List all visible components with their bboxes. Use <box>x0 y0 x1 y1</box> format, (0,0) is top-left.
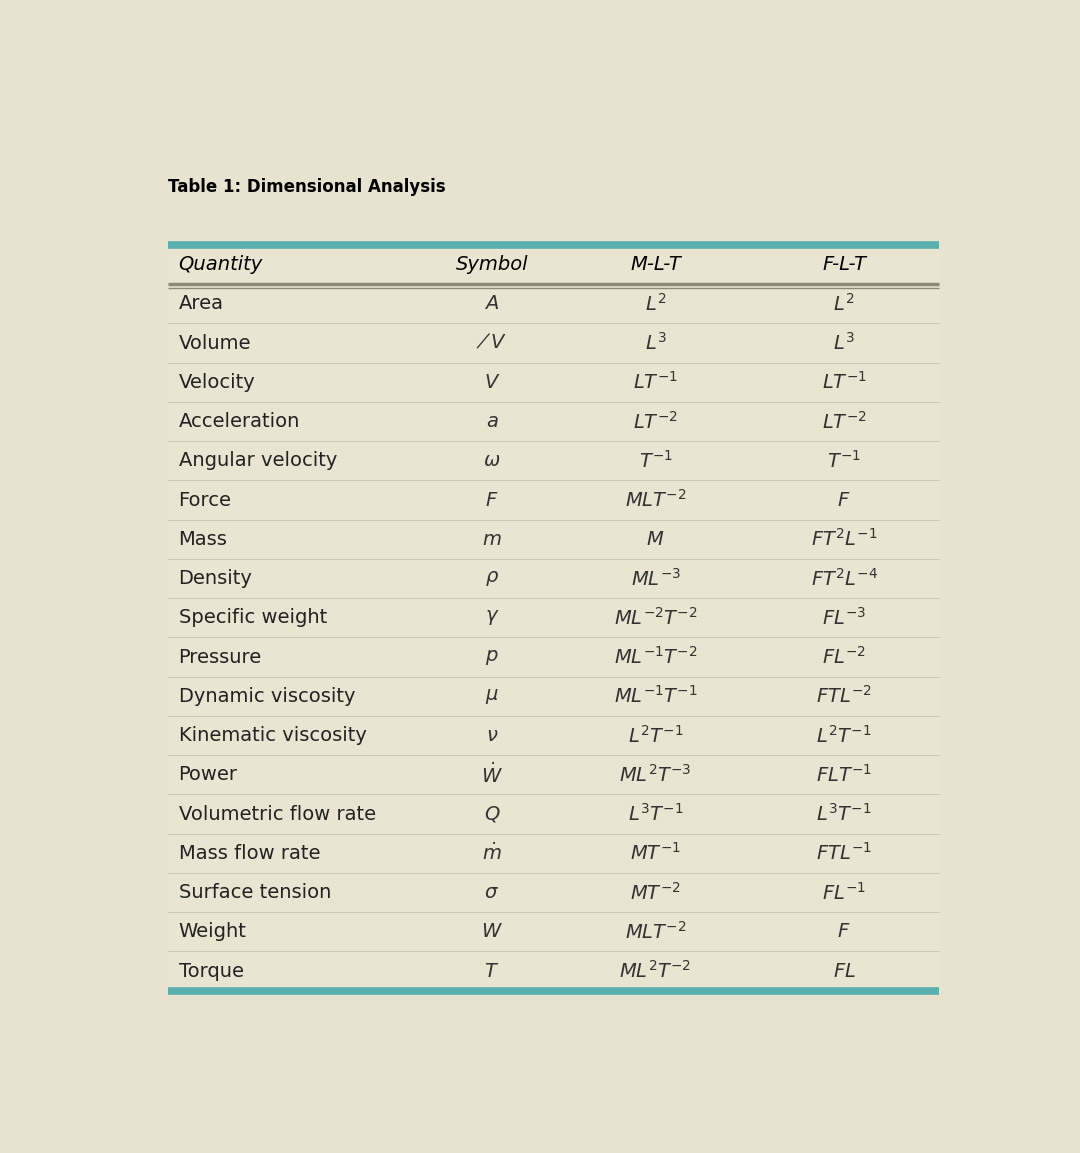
Text: Symbol: Symbol <box>456 255 528 274</box>
Text: $\sigma$: $\sigma$ <box>485 883 499 902</box>
Text: $T^{-1}$: $T^{-1}$ <box>638 450 673 472</box>
Text: $FTL^{-1}$: $FTL^{-1}$ <box>816 843 873 865</box>
Text: $ML^2T^{-2}$: $ML^2T^{-2}$ <box>620 960 691 982</box>
Text: $FL$: $FL$ <box>833 962 855 980</box>
Text: Torque: Torque <box>178 962 243 980</box>
Text: $\rho$: $\rho$ <box>485 570 499 588</box>
Text: $FL^{-1}$: $FL^{-1}$ <box>822 882 866 904</box>
Text: Surface tension: Surface tension <box>178 883 330 902</box>
Text: Specific weight: Specific weight <box>178 609 327 627</box>
Text: $a$: $a$ <box>486 412 498 431</box>
Text: $F$: $F$ <box>485 490 499 510</box>
Text: $ML^{-2}T^{-2}$: $ML^{-2}T^{-2}$ <box>613 606 698 628</box>
Text: $Q$: $Q$ <box>484 804 500 824</box>
Text: Density: Density <box>178 570 253 588</box>
Text: $L^3T^{-1}$: $L^3T^{-1}$ <box>627 804 684 826</box>
Text: $L^2T^{-1}$: $L^2T^{-1}$ <box>816 724 872 746</box>
Text: $M$: $M$ <box>647 529 664 549</box>
Text: $LT^{-1}$: $LT^{-1}$ <box>633 371 678 393</box>
Text: $FT^2L^{-1}$: $FT^2L^{-1}$ <box>811 528 878 550</box>
Text: $ML^2T^{-3}$: $ML^2T^{-3}$ <box>619 763 692 785</box>
Text: $\mu$: $\mu$ <box>485 687 499 706</box>
Text: $L^2$: $L^2$ <box>645 293 666 315</box>
Text: $F$: $F$ <box>837 922 851 941</box>
Text: Force: Force <box>178 490 231 510</box>
Text: $MLT^{-2}$: $MLT^{-2}$ <box>624 921 686 943</box>
Text: Pressure: Pressure <box>178 648 261 666</box>
Text: Volumetric flow rate: Volumetric flow rate <box>178 805 376 823</box>
Text: Quantity: Quantity <box>178 255 262 274</box>
Text: $MLT^{-2}$: $MLT^{-2}$ <box>624 489 686 511</box>
Text: $FL^{-3}$: $FL^{-3}$ <box>822 606 866 628</box>
Text: Angular velocity: Angular velocity <box>178 451 337 470</box>
Text: $ML^{-1}T^{-1}$: $ML^{-1}T^{-1}$ <box>613 685 698 707</box>
Text: $L^2T^{-1}$: $L^2T^{-1}$ <box>627 724 684 746</box>
Text: $L^3T^{-1}$: $L^3T^{-1}$ <box>816 804 872 826</box>
Text: F-L-T: F-L-T <box>822 255 866 274</box>
Text: $LT^{-2}$: $LT^{-2}$ <box>633 410 678 432</box>
Text: Mass: Mass <box>178 529 228 549</box>
Text: Acceleration: Acceleration <box>178 412 300 431</box>
Text: $\dot{W}$: $\dot{W}$ <box>481 762 503 787</box>
Text: $ML^{-3}$: $ML^{-3}$ <box>631 567 680 589</box>
Text: $L^3$: $L^3$ <box>645 332 666 354</box>
Text: $F$: $F$ <box>837 490 851 510</box>
Text: M-L-T: M-L-T <box>630 255 680 274</box>
Text: Area: Area <box>178 294 224 314</box>
Text: $p$: $p$ <box>485 648 499 666</box>
Text: Kinematic viscosity: Kinematic viscosity <box>178 726 366 745</box>
Text: $L^2$: $L^2$ <box>834 293 855 315</box>
Text: Dynamic viscosity: Dynamic viscosity <box>178 687 355 706</box>
Text: $LT^{-2}$: $LT^{-2}$ <box>822 410 866 432</box>
Text: Power: Power <box>178 766 238 784</box>
Text: $FTL^{-2}$: $FTL^{-2}$ <box>816 685 873 707</box>
Text: $FL^{-2}$: $FL^{-2}$ <box>822 646 866 668</box>
Text: $\dot{m}$: $\dot{m}$ <box>482 843 502 864</box>
Text: $\not{V}$: $\not{V}$ <box>476 333 508 353</box>
Bar <box>168 244 939 990</box>
Text: $W$: $W$ <box>481 922 503 941</box>
Text: $\gamma$: $\gamma$ <box>485 609 499 627</box>
Text: $T^{-1}$: $T^{-1}$ <box>827 450 861 472</box>
Text: $ML^{-1}T^{-2}$: $ML^{-1}T^{-2}$ <box>613 646 698 668</box>
Text: $\omega$: $\omega$ <box>483 451 501 470</box>
Text: Mass flow rate: Mass flow rate <box>178 844 320 862</box>
Text: $MT^{-2}$: $MT^{-2}$ <box>630 882 680 904</box>
Text: $L^3$: $L^3$ <box>834 332 855 354</box>
Text: $A$: $A$ <box>485 294 499 314</box>
Text: $LT^{-1}$: $LT^{-1}$ <box>822 371 866 393</box>
Text: $FLT^{-1}$: $FLT^{-1}$ <box>816 763 873 785</box>
Text: $FT^2L^{-4}$: $FT^2L^{-4}$ <box>811 567 878 589</box>
Text: Weight: Weight <box>178 922 246 941</box>
Text: Volume: Volume <box>178 333 251 353</box>
Text: $V$: $V$ <box>484 372 500 392</box>
Text: $\nu$: $\nu$ <box>486 726 498 745</box>
Text: $m$: $m$ <box>482 529 502 549</box>
Text: Table 1: Dimensional Analysis: Table 1: Dimensional Analysis <box>168 179 446 196</box>
Text: $T$: $T$ <box>484 962 499 980</box>
Text: $MT^{-1}$: $MT^{-1}$ <box>630 843 681 865</box>
Text: Velocity: Velocity <box>178 372 255 392</box>
